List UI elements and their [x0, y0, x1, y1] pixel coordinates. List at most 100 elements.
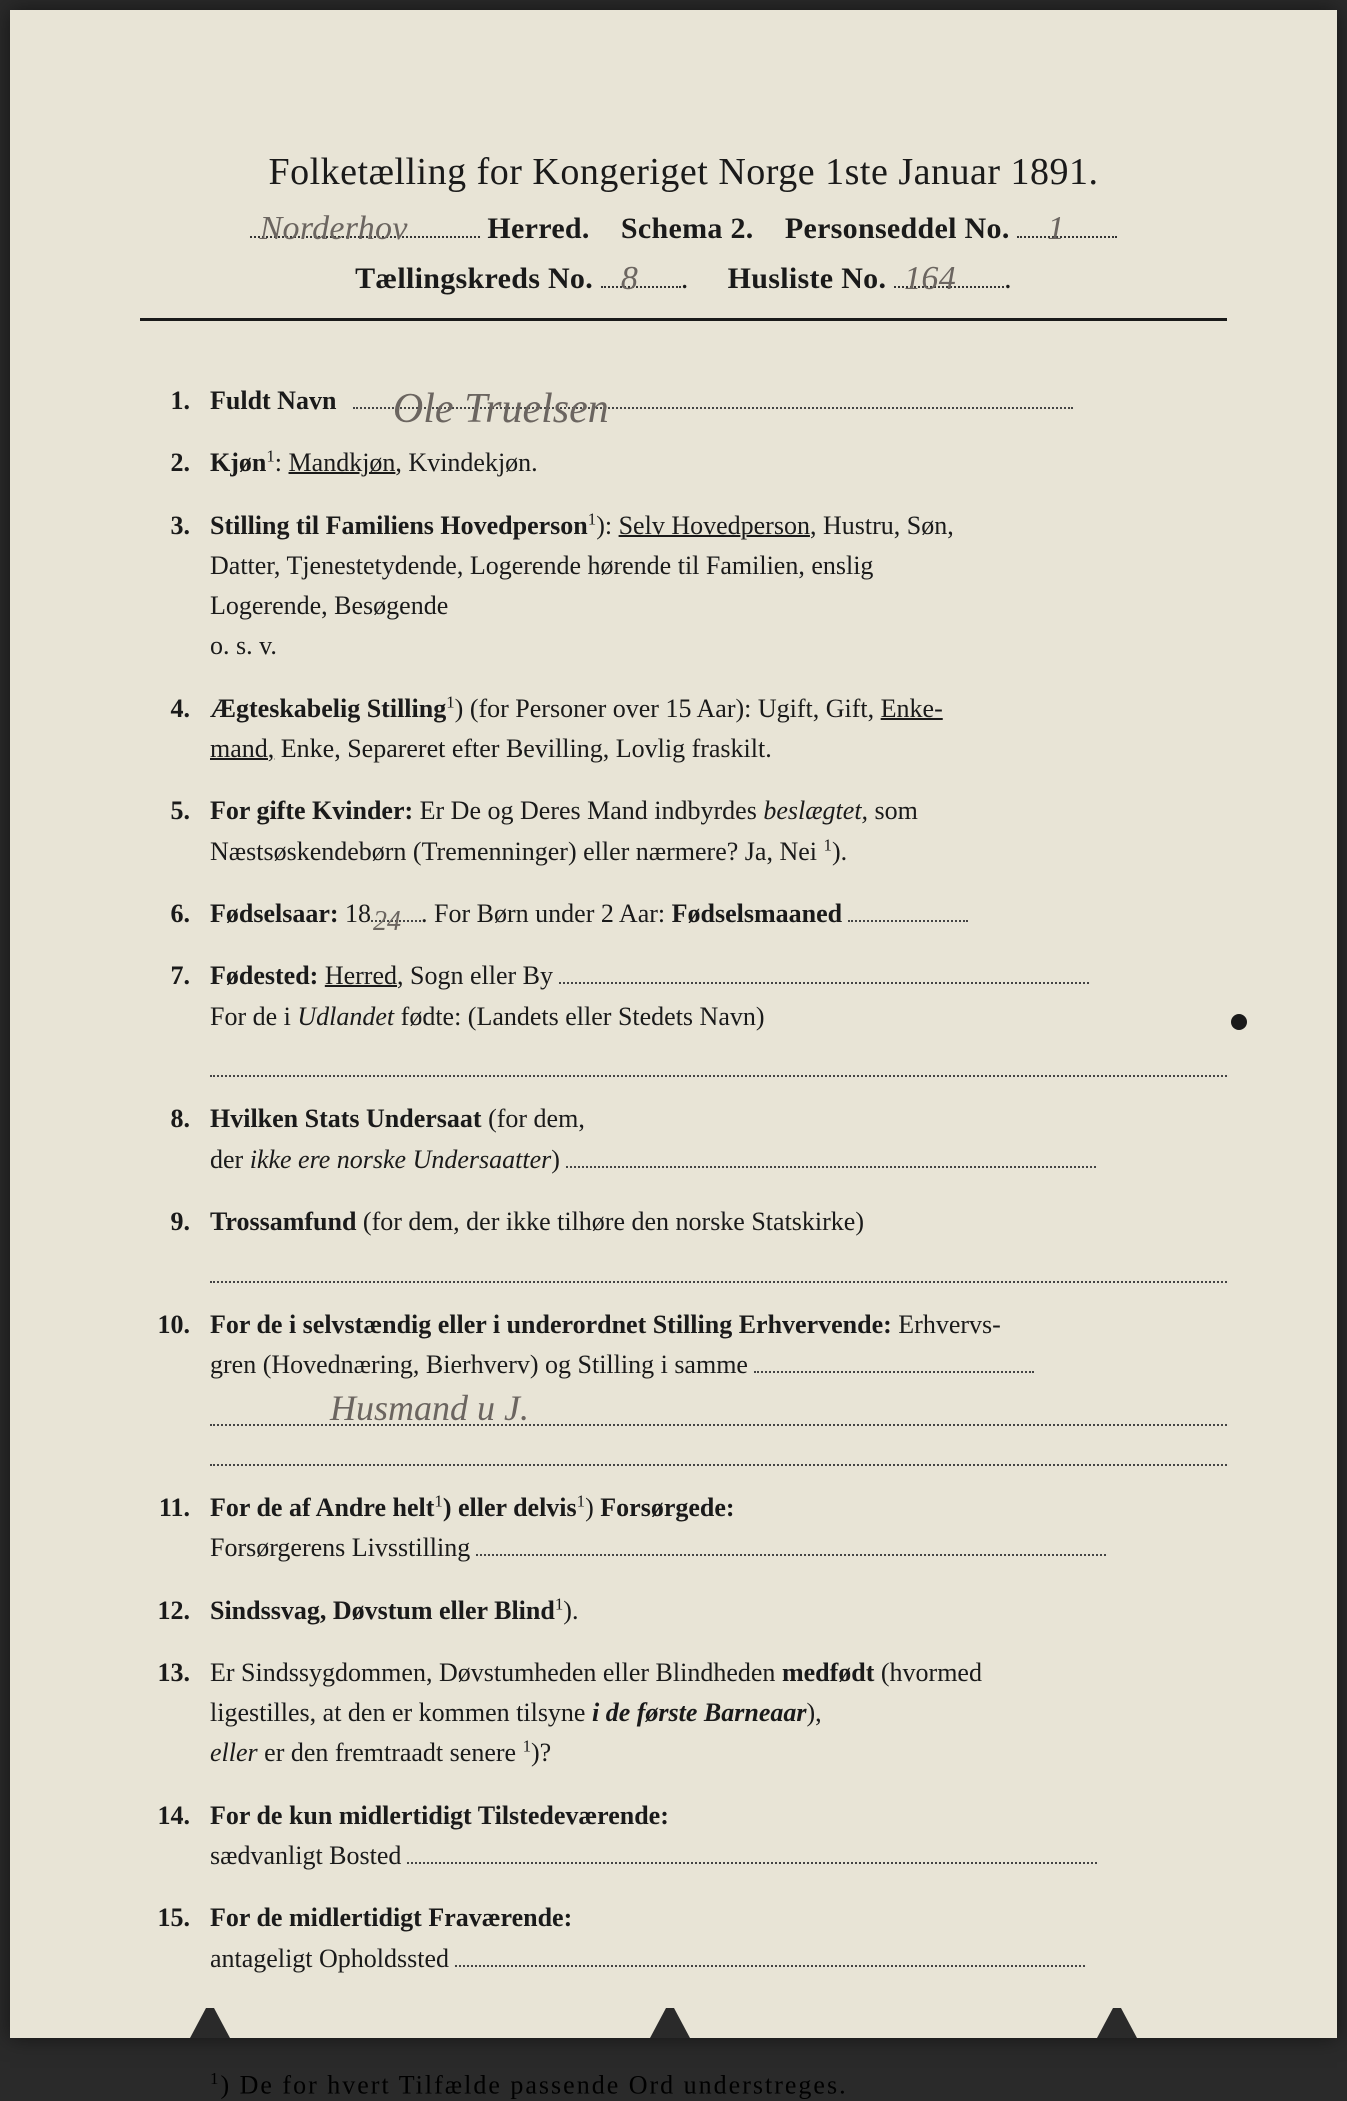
item-body: Stilling til Familiens Hovedperson1): Se… — [210, 506, 1227, 667]
bold-inline: medfødt — [782, 1658, 874, 1687]
footnote-text: ) De for hvert Tilfælde passende Ord und… — [220, 2071, 847, 2100]
text-after: Erhvervs- — [892, 1310, 1001, 1339]
item-7: 7. Fødested: Herred, Sogn eller By For d… — [150, 956, 1227, 1077]
sup: 1 — [824, 835, 832, 854]
cont-rest: fødte: (Landets eller Stedets Navn) — [394, 1002, 764, 1031]
text-after: ) (for Personer over 15 Aar): Ugift, Gif… — [455, 694, 881, 723]
page-tear — [650, 2008, 690, 2038]
item-body: For gifte Kvinder: Er De og Deres Mand i… — [210, 791, 1227, 872]
item-label: Sindssvag, Døvstum eller Blind — [210, 1596, 555, 1625]
text-after: ). — [563, 1596, 578, 1625]
item-num: 6. — [150, 894, 210, 934]
item-body: Fødested: Herred, Sogn eller By For de i… — [210, 956, 1227, 1077]
items-list: 1. Fuldt Navn Ole Truelsen 2. Kjøn1: Man… — [140, 381, 1227, 1979]
item-1: 1. Fuldt Navn Ole Truelsen — [150, 381, 1227, 421]
full-dotline: Husmand u J. — [210, 1389, 1227, 1425]
footnote-sup: 1 — [210, 2069, 220, 2088]
cont-line: Logerende, Besøgende — [210, 586, 1227, 626]
item-body: Fødselsaar: 1824. For Børn under 2 Aar: … — [210, 894, 1227, 934]
sup: 1 — [555, 1594, 563, 1613]
item-14: 14. For de kun midlertidigt Tilstedevære… — [150, 1796, 1227, 1877]
header-line-1: Norderhov Herred. Schema 2. Personseddel… — [140, 212, 1227, 246]
document-page: Folketælling for Kongeriget Norge 1ste J… — [10, 10, 1337, 2038]
cont-italic-inline: i de første Barneaar — [592, 1698, 807, 1727]
item-13: 13. Er Sindssygdommen, Døvstumheden elle… — [150, 1653, 1227, 1774]
text-after: (for dem, der ikke tilhøre den norske St… — [356, 1207, 864, 1236]
item-10: 10. For de i selvstændig eller i underor… — [150, 1305, 1227, 1466]
cont-line: For de i Udlandet fødte: (Landets eller … — [210, 997, 1227, 1037]
main-title: Folketælling for Kongeriget Norge 1ste J… — [140, 150, 1227, 194]
item-5: 5. For gifte Kvinder: Er De og Deres Man… — [150, 791, 1227, 872]
item-9: 9. Trossamfund (for dem, der ikke tilhør… — [150, 1202, 1227, 1283]
name-dotline: Ole Truelsen — [353, 407, 1073, 409]
item-body: Ægteskabelig Stilling1) (for Personer ov… — [210, 689, 1227, 770]
item-label: For de kun midlertidigt Tilstedeværende: — [210, 1801, 669, 1830]
herred-label: Herred. — [487, 212, 589, 245]
item-body: For de kun midlertidigt Tilstedeværende:… — [210, 1796, 1227, 1877]
cont-text: For de i — [210, 1002, 297, 1031]
item-body: For de i selvstændig eller i underordnet… — [210, 1305, 1227, 1466]
sup: 1 — [588, 509, 596, 528]
page-tear — [190, 2008, 230, 2038]
rest: (hvormed — [874, 1658, 982, 1687]
ink-dot — [1231, 1014, 1247, 1030]
year-hw: 24 — [373, 900, 401, 943]
item-num: 2. — [150, 443, 210, 483]
item-num: 14. — [150, 1796, 210, 1836]
item-label: Fødested: — [210, 961, 318, 990]
item-label: Fødselsaar: — [210, 899, 339, 928]
item-4: 4. Ægteskabelig Stilling1) (for Personer… — [150, 689, 1227, 770]
sup: 1 — [434, 1491, 442, 1510]
bold2: Fødselsmaaned — [672, 899, 842, 928]
text-after: (for dem, — [482, 1104, 585, 1133]
cont-line: sædvanligt Bosted — [210, 1836, 1227, 1876]
item-body: Kjøn1: Mandkjøn, Kvindekjøn. — [210, 443, 1227, 483]
sup: 1 — [266, 447, 274, 466]
cont-italic: ikke ere norske Undersaatter — [250, 1145, 552, 1174]
rest: , Hustru, Søn, — [810, 511, 954, 540]
taellingskreds-handwritten: 8 — [621, 260, 638, 298]
cont2-rest: er den fremtraadt senere — [258, 1738, 523, 1767]
item-num: 7. — [150, 956, 210, 996]
sup: 1 — [446, 692, 454, 711]
year-dotline: 24 — [371, 920, 421, 922]
cont-rest: Enke, Separeret efter Bevilling, Lovlig … — [274, 734, 771, 763]
sup2: 1 — [577, 1491, 585, 1510]
cont-text: gren (Hovednæring, Bierhverv) og Stillin… — [210, 1350, 748, 1379]
herred-fill: Norderhov — [250, 236, 480, 238]
item-num: 8. — [150, 1099, 210, 1139]
cont-line: Forsørgerens Livsstilling — [210, 1528, 1227, 1568]
text-after: . For Børn under 2 Aar: — [421, 899, 672, 928]
rest: som — [868, 796, 918, 825]
cont-rest2: ), — [806, 1698, 821, 1727]
item-num: 11. — [150, 1488, 210, 1528]
cont-line: der ikke ere norske Undersaatter) — [210, 1140, 1227, 1180]
item-label: For de midlertidigt Fraværende: — [210, 1903, 572, 1932]
cont2-italic: eller — [210, 1738, 258, 1767]
taellingskreds-label: Tællingskreds No. — [355, 262, 593, 295]
cont-line: Datter, Tjenestetydende, Logerende høren… — [210, 546, 1227, 586]
item-label: For gifte Kvinder: — [210, 796, 413, 825]
text-after: Er De og Deres Mand indbyrdes — [413, 796, 763, 825]
underlined: Mandkjøn — [289, 448, 396, 477]
cont-line: antageligt Opholdssted — [210, 1939, 1227, 1979]
item-body: Fuldt Navn Ole Truelsen — [210, 381, 1227, 421]
year-prefix: 18 — [339, 899, 372, 928]
item-label: For de i selvstændig eller i underordnet… — [210, 1310, 892, 1339]
item-label: Trossamfund — [210, 1207, 356, 1236]
item-body: Sindssvag, Døvstum eller Blind1). — [210, 1591, 1227, 1631]
end-dotline — [407, 1862, 1097, 1864]
item-12: 12. Sindssvag, Døvstum eller Blind1). — [150, 1591, 1227, 1631]
header-rule — [140, 318, 1227, 321]
item-num: 5. — [150, 791, 210, 831]
sup: 1 — [523, 1737, 531, 1756]
end-dotline — [848, 920, 968, 922]
bold2: Forsørgede: — [600, 1493, 734, 1522]
cont-plain: sædvanligt Bosted — [210, 1841, 401, 1870]
item-label: For de af Andre helt — [210, 1493, 434, 1522]
name-handwritten: Ole Truelsen — [393, 377, 609, 442]
cont-line: Næstsøskendebørn (Tremenninger) eller næ… — [210, 832, 1227, 872]
item-num: 9. — [150, 1202, 210, 1242]
item-6: 6. Fødselsaar: 1824. For Børn under 2 Aa… — [150, 894, 1227, 934]
end-dotline — [559, 982, 1089, 984]
